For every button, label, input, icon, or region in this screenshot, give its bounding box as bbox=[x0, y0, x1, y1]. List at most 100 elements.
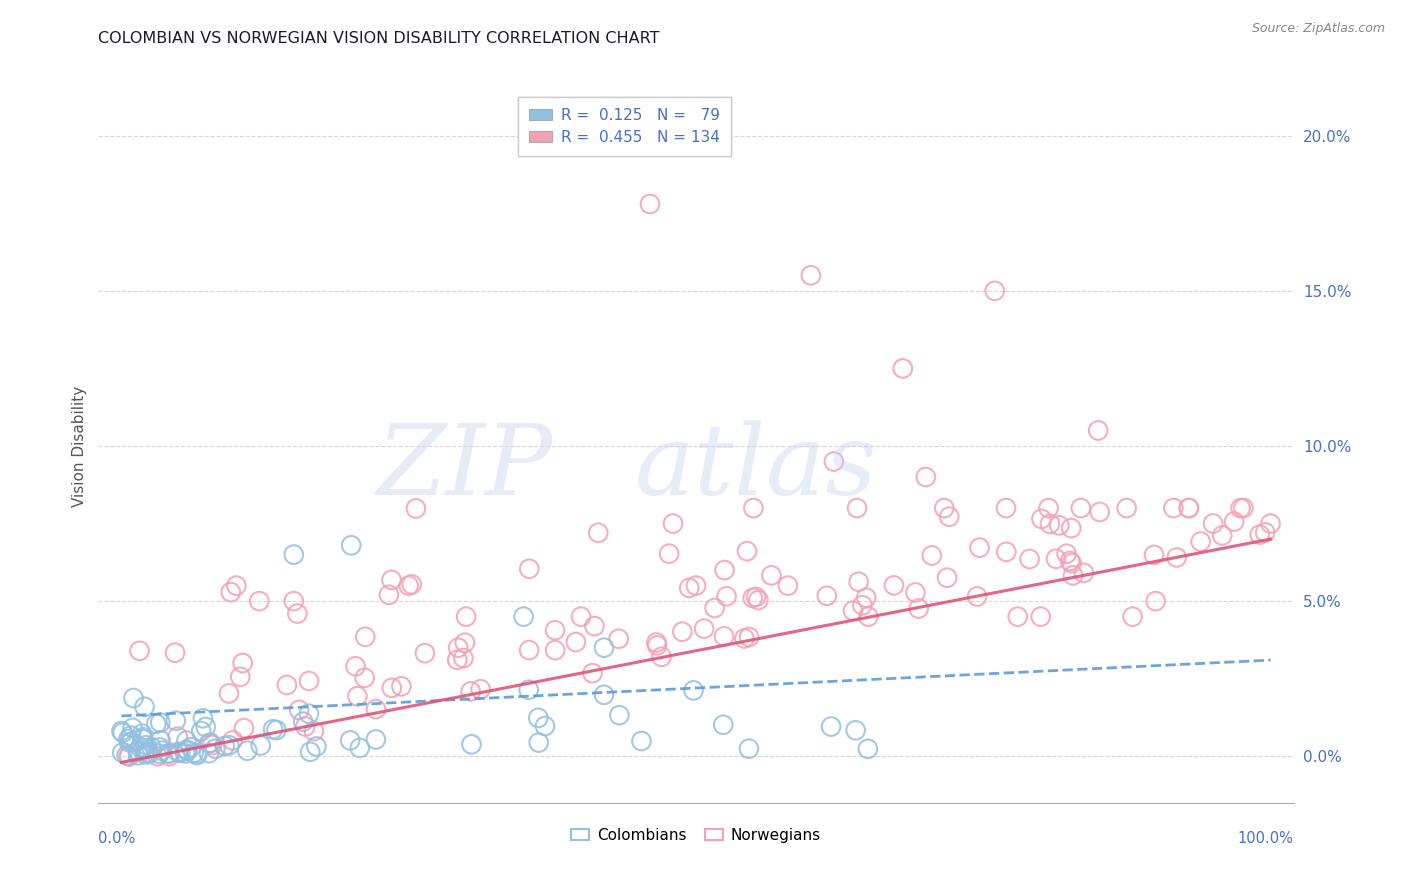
Point bbox=[138, 747, 160, 761]
Point bbox=[517, 643, 540, 657]
Point bbox=[823, 454, 845, 468]
Point bbox=[167, 745, 190, 759]
Point bbox=[190, 724, 212, 739]
Point bbox=[1122, 609, 1144, 624]
Point bbox=[232, 656, 254, 670]
Point bbox=[121, 735, 143, 749]
Text: COLOMBIAN VS NORWEGIAN VISION DISABILITY CORRELATION CHART: COLOMBIAN VS NORWEGIAN VISION DISABILITY… bbox=[98, 31, 659, 46]
Point bbox=[344, 659, 367, 673]
Point bbox=[581, 666, 603, 681]
Point bbox=[232, 721, 254, 735]
Point bbox=[353, 671, 375, 685]
Point bbox=[738, 741, 761, 756]
Point bbox=[851, 599, 873, 613]
Point bbox=[685, 579, 707, 593]
Point bbox=[1178, 501, 1201, 516]
Point bbox=[339, 733, 361, 747]
Point bbox=[593, 640, 616, 655]
Point bbox=[405, 501, 427, 516]
Point bbox=[186, 747, 208, 761]
Point bbox=[678, 581, 700, 595]
Point bbox=[703, 601, 725, 615]
Point bbox=[517, 682, 540, 697]
Point bbox=[157, 746, 180, 760]
Point bbox=[534, 719, 557, 733]
Point bbox=[117, 732, 139, 747]
Point bbox=[165, 646, 187, 660]
Point bbox=[262, 723, 284, 737]
Point bbox=[1144, 594, 1167, 608]
Point bbox=[1039, 516, 1062, 531]
Point bbox=[364, 702, 387, 716]
Point bbox=[848, 574, 870, 589]
Point bbox=[150, 744, 173, 758]
Point bbox=[288, 703, 311, 717]
Point bbox=[149, 715, 172, 730]
Point bbox=[609, 708, 631, 723]
Point bbox=[891, 361, 914, 376]
Point bbox=[586, 525, 609, 540]
Point bbox=[169, 746, 191, 760]
Point bbox=[1045, 551, 1067, 566]
Point bbox=[745, 590, 768, 604]
Point bbox=[904, 585, 927, 599]
Point bbox=[453, 651, 475, 665]
Point bbox=[222, 733, 245, 747]
Point bbox=[110, 724, 132, 739]
Point bbox=[149, 740, 172, 755]
Point bbox=[447, 640, 470, 655]
Point bbox=[527, 711, 550, 725]
Point bbox=[460, 737, 482, 751]
Point bbox=[738, 630, 761, 644]
Point bbox=[565, 635, 588, 649]
Point bbox=[148, 747, 170, 761]
Point bbox=[122, 691, 145, 706]
Point bbox=[1163, 501, 1185, 516]
Point bbox=[776, 579, 799, 593]
Point bbox=[145, 716, 167, 731]
Point bbox=[135, 741, 157, 756]
Point bbox=[747, 593, 769, 607]
Point bbox=[1073, 566, 1095, 580]
Point bbox=[1060, 521, 1083, 535]
Point bbox=[638, 197, 661, 211]
Point bbox=[218, 739, 240, 753]
Point bbox=[139, 739, 162, 754]
Point bbox=[364, 732, 387, 747]
Point bbox=[128, 644, 150, 658]
Point bbox=[645, 639, 668, 653]
Point bbox=[276, 678, 298, 692]
Point bbox=[682, 683, 704, 698]
Point bbox=[135, 738, 157, 752]
Point bbox=[157, 747, 180, 761]
Text: 100.0%: 100.0% bbox=[1237, 831, 1294, 847]
Point bbox=[846, 501, 869, 516]
Point bbox=[283, 548, 305, 562]
Point bbox=[820, 720, 842, 734]
Point bbox=[183, 746, 205, 760]
Point bbox=[305, 739, 328, 754]
Point bbox=[569, 609, 592, 624]
Point bbox=[1029, 609, 1052, 624]
Point bbox=[186, 748, 208, 763]
Point bbox=[298, 673, 321, 688]
Point bbox=[191, 711, 214, 725]
Point bbox=[229, 670, 252, 684]
Point bbox=[380, 573, 402, 587]
Point bbox=[454, 635, 477, 649]
Point bbox=[1056, 547, 1078, 561]
Point bbox=[225, 579, 247, 593]
Point bbox=[735, 544, 758, 558]
Point bbox=[671, 624, 693, 639]
Point bbox=[693, 622, 716, 636]
Point bbox=[1060, 556, 1083, 570]
Legend: R =  0.125   N =   79, R =  0.455   N = 134: R = 0.125 N = 79, R = 0.455 N = 134 bbox=[517, 97, 731, 156]
Point bbox=[716, 590, 738, 604]
Point bbox=[995, 501, 1018, 516]
Point bbox=[131, 732, 153, 747]
Point bbox=[294, 719, 316, 733]
Point bbox=[292, 714, 315, 729]
Point bbox=[446, 653, 468, 667]
Point bbox=[938, 509, 960, 524]
Point bbox=[115, 748, 138, 763]
